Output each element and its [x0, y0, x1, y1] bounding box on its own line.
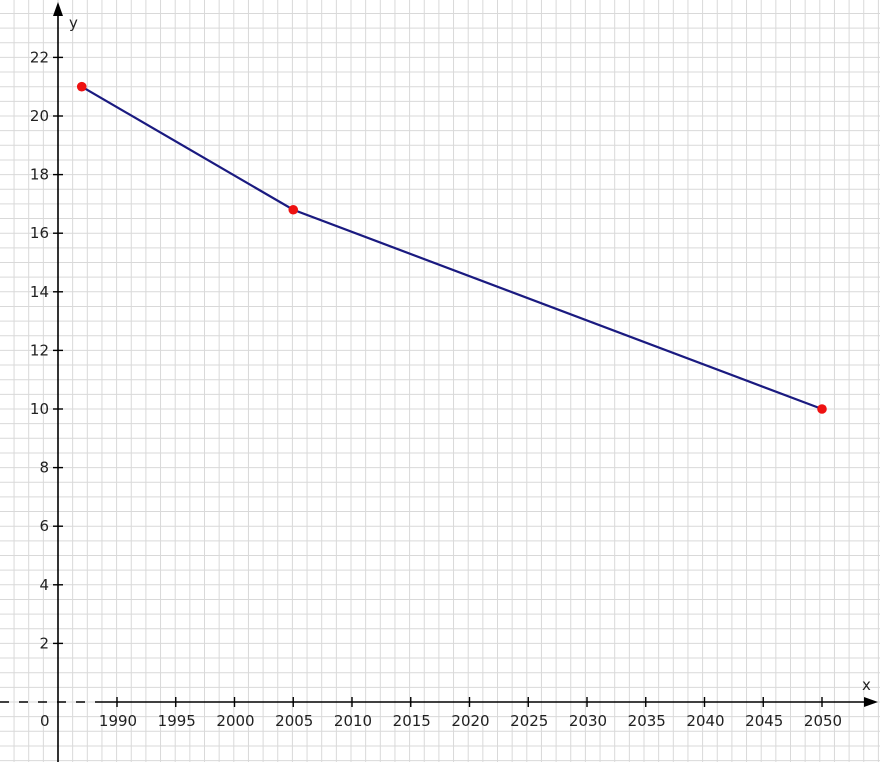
x-tick-label: 2035 [628, 712, 666, 730]
y-tick-label: 22 [30, 48, 49, 66]
y-tick-label: 20 [30, 107, 49, 125]
y-tick-label: 8 [39, 459, 49, 477]
x-tick-label: 2005 [275, 712, 313, 730]
y-tick-label: 16 [30, 224, 49, 242]
x-tick-label: 2020 [451, 712, 489, 730]
origin-label: 0 [40, 712, 50, 730]
y-tick-label: 18 [30, 166, 49, 184]
y-tick-label: 4 [39, 576, 49, 594]
x-tick-label: 2030 [569, 712, 607, 730]
series [76, 81, 827, 414]
x-tick-label: 2025 [510, 712, 548, 730]
x-tick-label: 2050 [804, 712, 842, 730]
y-tick-label: 2 [39, 634, 49, 652]
x-tick-label: 2045 [745, 712, 783, 730]
x-tick-label: 2015 [393, 712, 431, 730]
x-tick-label: 1995 [158, 712, 196, 730]
y-tick-label: 12 [30, 341, 49, 359]
x-tick-label: 1990 [99, 712, 137, 730]
data-point [76, 81, 87, 92]
ticks: 1990 1995 2000 2005 2010 2015 2020 2025 2030 2035… [30, 48, 842, 730]
y-tick-label: 6 [39, 517, 49, 535]
x-tick-label: 2000 [216, 712, 254, 730]
data-point [288, 204, 299, 215]
y-tick-label: 10 [30, 400, 49, 418]
y-axis-label: y [69, 14, 78, 32]
x-tick-label: 2040 [686, 712, 724, 730]
x-axis-arrow [864, 697, 878, 707]
y-tick-label: 14 [30, 283, 49, 301]
x-tick-label: 2010 [334, 712, 372, 730]
data-point [817, 404, 827, 414]
y-axis-arrow [53, 2, 63, 16]
x-axis-label: x [862, 676, 871, 694]
